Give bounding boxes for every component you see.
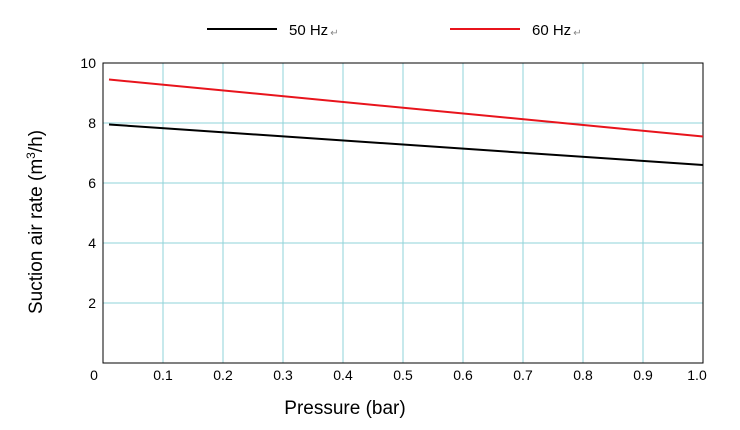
series-lines	[108, 78, 704, 166]
x-tick-label: 0.2	[213, 367, 233, 383]
series-line-60-hz	[108, 78, 704, 138]
y-tick-label: 2	[88, 295, 96, 311]
series-line-50-hz	[108, 123, 704, 166]
y-tick-label: 4	[88, 235, 96, 251]
legend: 50 Hz ↵ 60 Hz ↵	[207, 22, 582, 39]
y-axis-title: Suction air rate (m3/h)	[24, 130, 47, 314]
y-tick-label: 8	[88, 115, 96, 131]
x-tick-label: 0.4	[333, 367, 353, 383]
x-tick-label: 0	[90, 367, 98, 383]
y-axis-title-superscript: 3	[24, 152, 38, 159]
x-tick-label: 1.0	[687, 367, 707, 383]
x-tick-label: 0.6	[453, 367, 473, 383]
x-tick-label: 0.7	[513, 367, 533, 383]
x-tick-label: 0.1	[153, 367, 173, 383]
legend-return-mark-icon: ↵	[330, 28, 338, 39]
x-axis-title: Pressure (bar)	[284, 398, 405, 419]
x-tick-label: 0.9	[633, 367, 653, 383]
y-tick-label: 6	[88, 175, 96, 191]
y-axis-title-prefix: Suction air rate (m	[26, 159, 47, 314]
y-axis-title-suffix: /h)	[26, 130, 47, 152]
y-tick-labels: 2 4 6 8 10	[80, 55, 96, 311]
x-tick-label: 0.8	[573, 367, 593, 383]
x-tick-label: 0.5	[393, 367, 413, 383]
plot-frame	[102, 62, 704, 364]
legend-label-50-hz: 50 Hz	[289, 22, 328, 39]
x-tick-labels: 0 0.1 0.2 0.3 0.4 0.5 0.6 0.7 0.8 0.9 1.0	[90, 367, 707, 383]
legend-label-60-hz: 60 Hz	[532, 22, 571, 39]
legend-return-mark-icon: ↵	[573, 28, 581, 39]
y-tick-label: 10	[80, 55, 96, 71]
x-tick-label: 0.3	[273, 367, 293, 383]
